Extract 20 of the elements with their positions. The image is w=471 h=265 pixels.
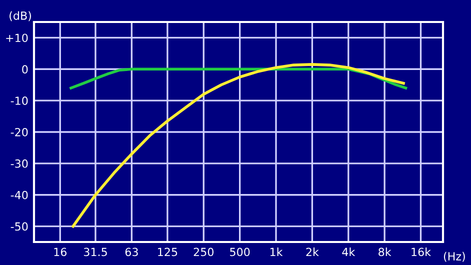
x-tick-label: 31.5	[84, 248, 107, 256]
x-tick-label: 63	[125, 248, 138, 256]
x-axis-title: (Hz)	[444, 252, 465, 262]
y-axis-title: (dB)	[10, 11, 31, 22]
y-tick-label: -30	[10, 159, 28, 168]
x-tick-label: 2k	[306, 248, 319, 256]
y-tick-label: 0	[22, 65, 28, 74]
x-tick-label: 125	[158, 248, 178, 256]
x-tick-label: 500	[230, 248, 250, 256]
x-tick-label: 8k	[378, 248, 392, 256]
y-tick-label: -50	[10, 222, 28, 231]
y-tick-label: +10	[6, 34, 28, 42]
y-tick-label: -40	[10, 190, 28, 200]
x-tick-label: 4k	[342, 248, 356, 256]
y-tick-label: -20	[10, 128, 28, 136]
x-tick-label: 1k	[270, 248, 283, 256]
x-tick-label: 250	[194, 248, 214, 256]
y-tick-label: -10	[10, 96, 28, 105]
x-tick-label: 16k	[412, 248, 432, 256]
x-tick-label: 16	[54, 248, 66, 256]
